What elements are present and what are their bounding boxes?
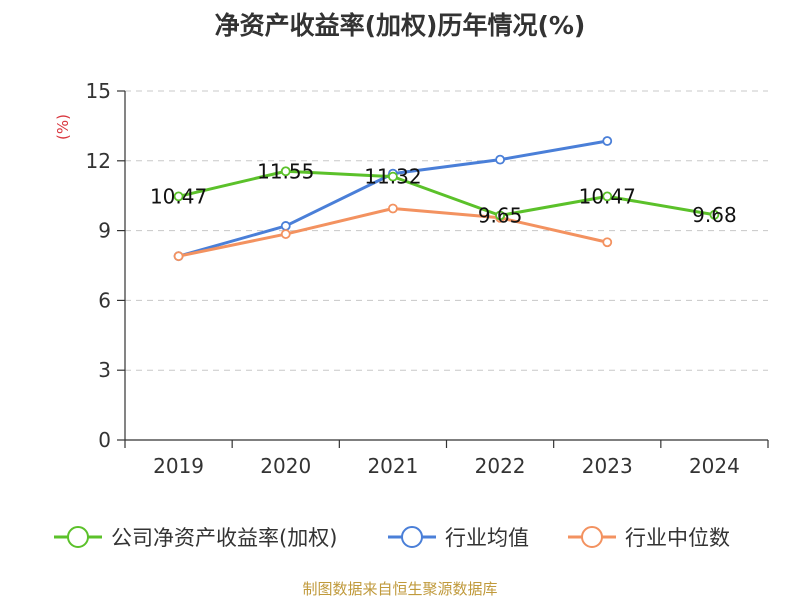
series-line-2 [178, 206, 608, 258]
y-tick-label-0: 0 [98, 428, 111, 452]
series-0-point-2021 [388, 171, 398, 182]
series-2-point-2023 [602, 237, 613, 248]
legend-marker-1 [401, 526, 423, 548]
x-tick-label-2023: 2023 [582, 454, 633, 478]
legend[interactable]: 公司净资产收益率(加权) 行业均值 行业中位数 [54, 526, 730, 550]
series-1-point-2020 [280, 221, 291, 231]
series-0-point-2019 [173, 191, 184, 202]
legend-label-2: 行业中位数 [625, 526, 730, 550]
series-0-point-2024 [709, 209, 720, 220]
legend-label-1: 行业均值 [445, 526, 529, 550]
series-2-point-2019 [173, 251, 184, 262]
x-tick-label-2021: 2021 [367, 454, 418, 478]
data-label-2022: 9.65 [478, 203, 523, 227]
legend-item-1[interactable]: 行业均值 [388, 526, 529, 550]
axes: 0 3 6 9 12 15 2019 2020 2021 2022 2023 2024 [86, 79, 769, 478]
legend-label-0: 公司净资产收益率(加权) [111, 526, 337, 550]
chart-title: 净资产收益率(加权)历年情况(%) [214, 11, 586, 40]
data-label-2024: 9.68 [692, 203, 737, 227]
gridlines [125, 90, 768, 371]
series-1-point-2022 [495, 154, 505, 165]
source-note: 制图数据来自恒生聚源数据库 [302, 580, 498, 598]
y-tick-label-3: 3 [98, 358, 111, 382]
legend-item-2[interactable]: 行业中位数 [568, 526, 730, 550]
legend-item-0[interactable]: 公司净资产收益率(加权) [54, 526, 337, 550]
x-tick-label-2022: 2022 [475, 454, 526, 478]
data-label-2019: 10.47 [150, 184, 207, 208]
series-2-point-2021 [388, 203, 398, 214]
series-0-point-2023 [602, 191, 613, 202]
y-axis-unit-label: (%) [54, 114, 72, 140]
series-1-point-2023 [602, 136, 613, 146]
series-line-0 [178, 169, 715, 217]
x-tick-label-2019: 2019 [153, 454, 204, 478]
y-tick-label-15: 15 [86, 79, 111, 103]
legend-marker-2 [581, 526, 603, 548]
data-label-2023: 10.47 [579, 184, 636, 208]
y-tick-label-6: 6 [98, 288, 111, 312]
data-label-2021: 11.32 [364, 165, 421, 189]
series-line-1 [178, 139, 608, 258]
y-tick-label-9: 9 [98, 219, 111, 243]
series-0-point-2022 [495, 210, 505, 221]
x-tick-label-2020: 2020 [260, 454, 311, 478]
y-tick-label-12: 12 [86, 149, 111, 173]
series-2-point-2020 [280, 229, 291, 239]
series-lines [173, 136, 720, 262]
x-tick-label-2024: 2024 [689, 454, 740, 478]
data-label-2020: 11.55 [257, 159, 314, 183]
series-0-point-2020 [280, 166, 291, 177]
legend-marker-0 [67, 526, 89, 548]
data-labels: 10.47 11.55 11.32 9.65 10.47 9.68 [150, 159, 737, 227]
